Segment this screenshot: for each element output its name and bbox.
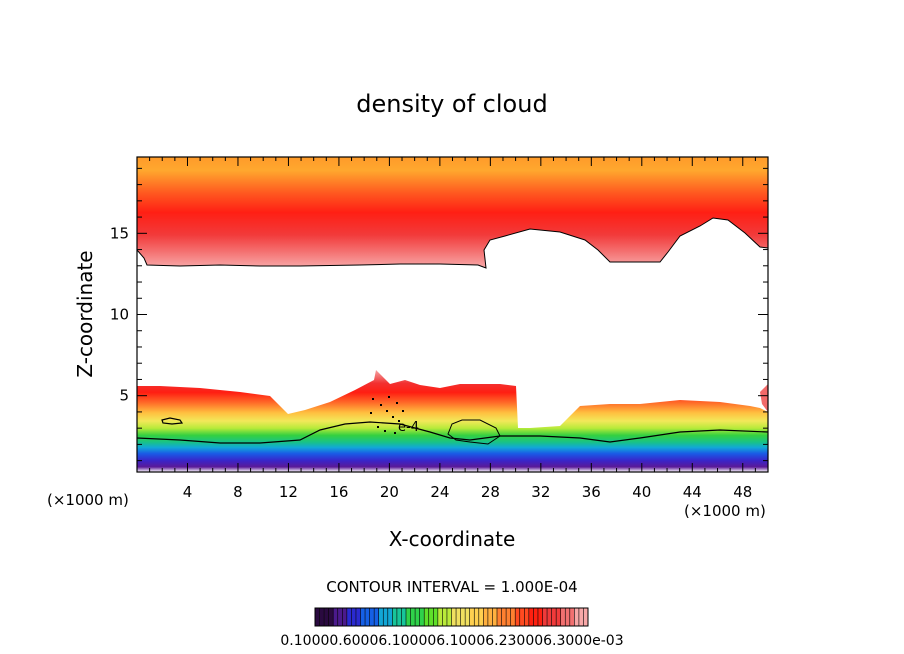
colorbar-swatch (328, 608, 334, 626)
contour-label: e-4 (398, 420, 419, 435)
colorbar-swatch (478, 608, 484, 626)
colorbar-swatch (456, 608, 461, 626)
colorbar-swatch (547, 608, 552, 626)
lower-cloud-contour (137, 421, 768, 444)
colorbar-swatch (551, 608, 557, 626)
colorbar-swatch (369, 608, 375, 626)
colorbar-swatch (560, 608, 566, 626)
colorbar-swatch (396, 608, 402, 626)
colorbar-swatch (319, 608, 325, 626)
colorbar-swatch (437, 608, 443, 626)
colorbar-swatch (515, 608, 520, 626)
colorbar-labels: 0.10000.60006.100006.10006.230006.3000e-… (280, 633, 623, 649)
colorbar-swatch (533, 608, 538, 626)
colorbar-swatch (433, 608, 438, 626)
x-tick-label: 28 (481, 483, 500, 501)
colorbar-swatch (565, 608, 570, 626)
upper-cloud-contour (137, 217, 768, 269)
x-tick-label: 44 (683, 483, 702, 501)
colorbar-swatch (387, 608, 393, 626)
x-unit-right: (×1000 m) (684, 502, 766, 520)
x-tick-label: 40 (632, 483, 651, 501)
contour-noise (370, 396, 404, 434)
colorbar-swatch (519, 608, 525, 626)
y-axis-ticks: 5 10 15 (110, 167, 768, 462)
colorbar-swatch (528, 608, 534, 626)
colorbar-swatch (460, 608, 466, 626)
colorbar-swatch (542, 608, 548, 626)
colorbar-swatch (510, 608, 516, 626)
colorbar-swatch (365, 608, 370, 626)
colorbar-swatch (346, 608, 352, 626)
colorbar-swatch (501, 608, 507, 626)
x-tick-label: 20 (380, 483, 399, 501)
colorbar-swatch (556, 608, 561, 626)
colorbar-swatch (333, 608, 338, 626)
colorbar-swatch (569, 608, 575, 626)
x-tick-label: 16 (329, 483, 348, 501)
y-tick-label: 10 (110, 306, 129, 324)
colorbar-swatch (506, 608, 511, 626)
colorbar-swatch (451, 608, 457, 626)
x-tick-label: 36 (582, 483, 601, 501)
colorbar-swatch (415, 608, 420, 626)
y-tick-label: 15 (110, 224, 129, 242)
colorbar-swatch (492, 608, 497, 626)
colorbar-swatch (465, 608, 470, 626)
plot-area: e-4 (137, 157, 768, 472)
y-axis-label: Z-coordinate (73, 250, 97, 377)
colorbar-swatch (378, 608, 384, 626)
chart-title: density of cloud (356, 90, 547, 118)
colorbar-swatch (428, 608, 434, 626)
x-tick-label: 24 (430, 483, 449, 501)
colorbar-swatch (337, 608, 343, 626)
colorbar-swatch (524, 608, 529, 626)
lower-cloud-edge-blob (760, 384, 768, 412)
x-unit-left: (×1000 m) (47, 491, 129, 509)
contour-bubble (447, 419, 501, 445)
colorbar-swatch (383, 608, 388, 626)
colorbar-swatch (355, 608, 361, 626)
colorbar-swatch (351, 608, 356, 626)
colorbar-swatch (469, 608, 475, 626)
colorbar-swatch (401, 608, 406, 626)
x-tick-label: 32 (531, 483, 550, 501)
x-axis-ticks: 4 8 12 16 20 24 28 32 36 40 44 48 (149, 157, 756, 501)
colorbar-swatch (537, 608, 543, 626)
x-tick-label: 8 (233, 483, 243, 501)
x-tick-label: 4 (183, 483, 193, 501)
x-axis-label: X-coordinate (389, 527, 516, 551)
colorbar-swatch (360, 608, 366, 626)
colorbar-swatch (315, 608, 320, 626)
colorbar-swatch (342, 608, 347, 626)
colorbar-swatch (487, 608, 493, 626)
small-closed-contour (161, 417, 184, 425)
colorbar-swatch (474, 608, 479, 626)
colorbar-swatch (419, 608, 425, 626)
colorbar-swatch (578, 608, 584, 626)
colorbar-swatch (424, 608, 429, 626)
colorbar-swatch (442, 608, 447, 626)
colorbar-swatch (374, 608, 379, 626)
colorbar-swatch (574, 608, 579, 626)
colorbar-swatch (483, 608, 488, 626)
x-tick-label: 48 (733, 483, 752, 501)
lower-cloud-layer (137, 370, 768, 472)
upper-cloud-layer (137, 157, 768, 268)
colorbar-swatch (583, 608, 588, 626)
colorbar-frame (314, 607, 589, 627)
x-tick-label: 12 (279, 483, 298, 501)
colorbar-swatch (410, 608, 416, 626)
colorbar (314, 607, 589, 627)
contour-interval: CONTOUR INTERVAL = 1.000E-04 (326, 578, 577, 596)
colorbar-swatch (324, 608, 329, 626)
y-tick-label: 5 (119, 387, 129, 405)
colorbar-swatch (406, 608, 411, 626)
colorbar-swatch (446, 608, 452, 626)
colorbar-swatch (392, 608, 397, 626)
colorbar-swatch (497, 608, 502, 626)
